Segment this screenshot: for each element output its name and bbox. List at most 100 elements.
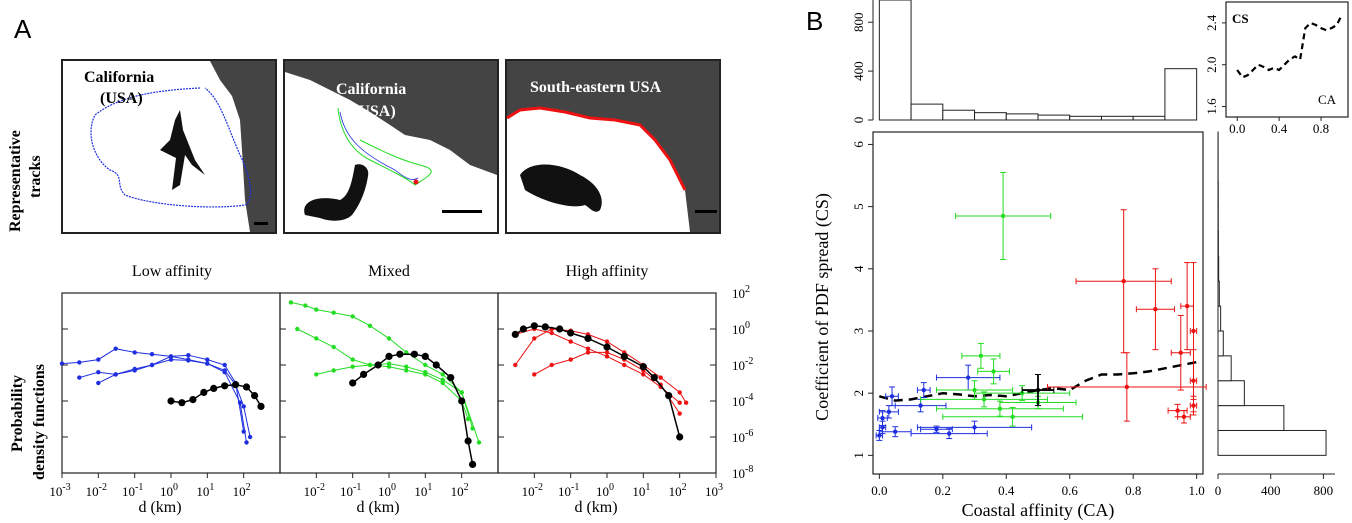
tracks-label-line2: tracks <box>27 155 44 198</box>
inset-ca-label: CA <box>1318 92 1337 107</box>
scatter-point <box>1121 279 1125 283</box>
scatter-point <box>982 397 986 401</box>
y-tick-label: 1 <box>851 452 866 459</box>
data-point <box>77 375 81 379</box>
tracks-row-label: Representative tracks <box>7 130 44 232</box>
histogram-bar <box>1006 114 1038 120</box>
data-point <box>433 361 440 368</box>
x-tick-label: 100 <box>596 482 614 499</box>
map-albatross: California (USA) <box>62 60 276 233</box>
data-point <box>387 336 391 340</box>
data-point <box>542 323 549 330</box>
x-tick-label: 101 <box>414 482 432 499</box>
data-point <box>605 339 609 343</box>
data-point <box>422 353 429 360</box>
data-point <box>242 429 246 433</box>
xticks-high: 10-2 10-1 100 101 102 103 <box>522 473 723 499</box>
scatter-point <box>998 407 1002 411</box>
data-point <box>205 361 209 365</box>
x-tick-label: 101 <box>632 482 650 499</box>
x-tick-label: 10-2 <box>86 482 107 499</box>
y-tick-label: 0 <box>851 117 866 124</box>
data-point <box>251 392 258 399</box>
data-point <box>423 363 427 367</box>
panel-b-inset: CS CA 0.0 0.4 0.8 1.6 2.0 2.4 <box>1204 2 1348 136</box>
data-point <box>332 311 336 315</box>
scatter-point <box>1191 329 1195 333</box>
map3-label: South-eastern USA <box>530 79 662 96</box>
scatter-point <box>1153 307 1157 311</box>
data-point <box>396 351 403 358</box>
data-point <box>349 379 356 386</box>
data-point <box>678 411 682 415</box>
histogram-bar <box>1038 115 1070 120</box>
histogram-bar <box>1218 256 1219 281</box>
data-point <box>150 363 154 367</box>
data-point <box>200 389 207 396</box>
x-tick-label: 0.4 <box>1271 121 1288 136</box>
y-tick-label: 2.0 <box>1204 57 1219 73</box>
scatter-point <box>918 403 922 407</box>
map-manatee: South-eastern USA <box>506 60 720 233</box>
x-tick-label: 0.8 <box>1125 483 1141 498</box>
y-tick-label: 1.6 <box>1204 98 1219 115</box>
data-point <box>244 440 248 444</box>
data-point <box>404 365 408 369</box>
scatter-point <box>880 416 884 420</box>
y-tick-label: 10-6 <box>732 428 753 445</box>
data-point <box>621 353 628 360</box>
data-point <box>569 357 573 361</box>
pdf-high-affinity: High affinity d (km) 10-2 10-1 100 101 102 10… <box>498 263 723 516</box>
x-tick-label: 0 <box>1215 483 1222 498</box>
xlabel-high: d (km) <box>574 499 617 516</box>
data-point <box>678 401 682 405</box>
data-point <box>368 363 372 367</box>
subplot-title-high: High affinity <box>566 263 649 280</box>
histogram-bar <box>911 104 943 120</box>
series-line-0 <box>62 349 250 437</box>
data-point <box>603 343 610 350</box>
histogram-bar <box>1133 116 1165 120</box>
data-point <box>96 370 100 374</box>
panel-b-letter: B <box>806 6 823 36</box>
histogram-bar <box>879 0 911 120</box>
scatter-point <box>1191 379 1195 383</box>
x-tick-label: 10-1 <box>558 482 579 499</box>
data-point <box>332 345 336 349</box>
scatter-point <box>1010 415 1014 419</box>
data-point <box>289 300 293 304</box>
x-tick-label: 103 <box>705 482 723 499</box>
x-tick-label: 400 <box>1261 483 1281 498</box>
series-line-3 <box>515 326 679 437</box>
xticks-low: 10-3 10-2 10-1 100 101 102 <box>49 473 250 499</box>
data-point <box>532 336 536 340</box>
data-point <box>223 363 227 367</box>
data-point <box>133 368 137 372</box>
map2-label-line1: California <box>336 81 406 98</box>
series-line-3 <box>353 354 473 464</box>
data-point <box>520 325 527 332</box>
data-point <box>385 353 392 360</box>
data-point <box>466 417 470 421</box>
data-point <box>114 347 118 351</box>
scatter-point <box>1191 403 1195 407</box>
data-point <box>640 363 647 370</box>
y-tick-label: 800 <box>851 12 866 32</box>
data-point <box>665 392 672 399</box>
histogram-bar <box>1218 306 1221 331</box>
data-point <box>584 335 591 342</box>
x-tick-label: 800 <box>1314 483 1334 498</box>
scatter-point <box>1036 388 1040 392</box>
histogram-bar <box>1218 356 1231 381</box>
data-point <box>458 397 465 404</box>
x-tick-label: 0.8 <box>1313 121 1329 136</box>
pdf-low-affinity: Low affinity d (km) 10-3 10-2 10-1 100 101 10… <box>49 263 280 516</box>
data-point <box>411 351 418 358</box>
x-tick-label: 10-2 <box>304 482 325 499</box>
data-point <box>178 399 185 406</box>
map2-label-line2: (USA) <box>353 103 396 120</box>
histogram-bar <box>1165 69 1197 120</box>
scatter-point <box>922 388 926 392</box>
data-point <box>257 403 264 410</box>
scatter-point <box>991 369 995 373</box>
